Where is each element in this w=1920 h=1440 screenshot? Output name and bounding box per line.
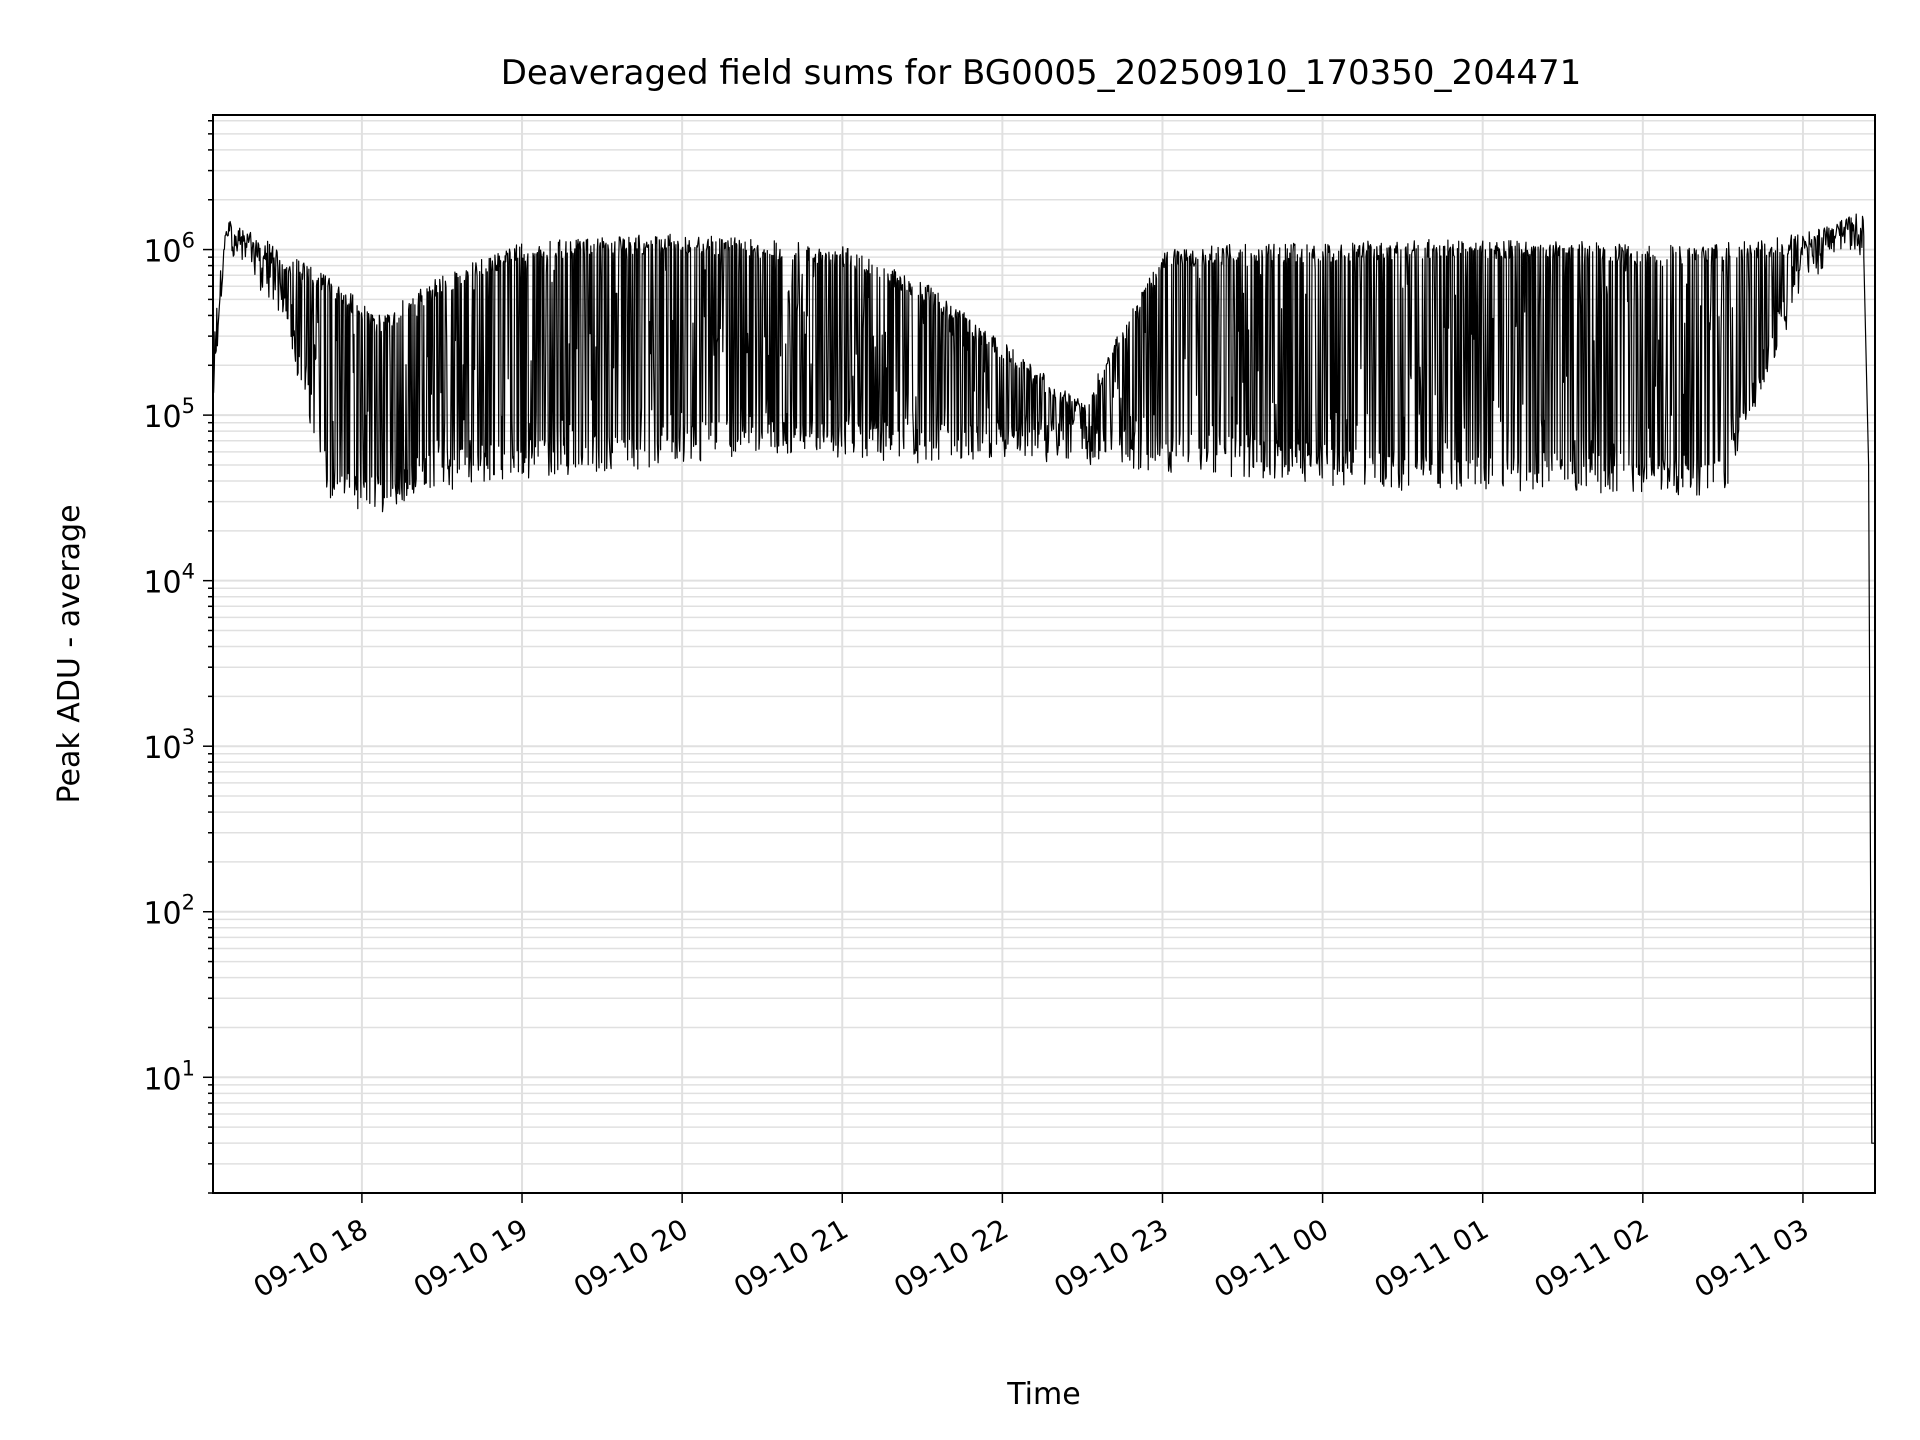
y-tick-label: 103	[143, 725, 195, 766]
y-tick-label-base: 10	[143, 400, 181, 435]
y-tick-label: 105	[143, 394, 195, 435]
y-tick-label-exponent: 3	[182, 725, 195, 749]
y-tick-label-exponent: 6	[182, 229, 195, 253]
plot-frame	[212, 114, 1876, 1194]
y-tick-label-exponent: 4	[182, 560, 195, 584]
y-tick-label: 106	[143, 229, 195, 270]
y-tick-label: 104	[143, 560, 195, 601]
y-tick-label: 101	[143, 1056, 195, 1097]
y-tick-label-base: 10	[143, 235, 181, 270]
y-tick-label-base: 10	[143, 566, 181, 601]
y-tick-label-exponent: 1	[182, 1056, 195, 1080]
y-tick-label-base: 10	[143, 731, 181, 766]
chart-title: Deaveraged field sums for BG0005_2025091…	[501, 53, 1582, 93]
y-tick-label-base: 10	[143, 1062, 181, 1097]
line-layer	[212, 213, 1875, 1144]
y-tick-label-base: 10	[143, 897, 181, 932]
y-tick-label-exponent: 2	[182, 891, 195, 915]
x-axis-label: Time	[1006, 1377, 1080, 1412]
y-axis-label: Peak ADU - average	[52, 504, 87, 803]
y-tick-label: 102	[143, 891, 195, 932]
y-tick-label-exponent: 5	[182, 394, 195, 418]
series-line-field-sums	[212, 213, 1875, 1144]
